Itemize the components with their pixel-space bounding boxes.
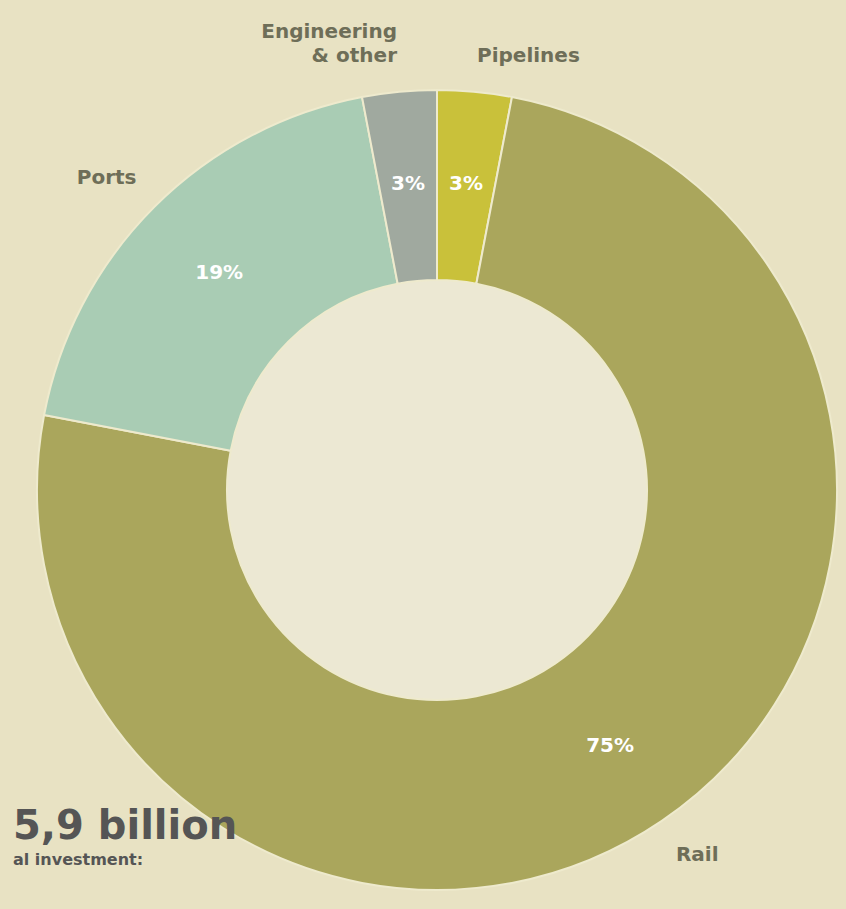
svg-text:3%: 3% [391,171,425,195]
svg-text:Pipelines: Pipelines [477,43,580,67]
svg-text:5,9 billion: 5,9 billion [13,802,237,848]
svg-text:19%: 19% [195,260,243,284]
svg-text:& other: & other [305,43,397,67]
svg-text:75%: 75% [586,733,634,757]
svg-text:Engineering: Engineering [261,19,397,43]
svg-text:Ports: Ports [77,165,137,189]
svg-text:3%: 3% [449,171,483,195]
svg-text:Rail: Rail [676,842,719,866]
svg-text:al investment:: al investment: [13,850,143,869]
